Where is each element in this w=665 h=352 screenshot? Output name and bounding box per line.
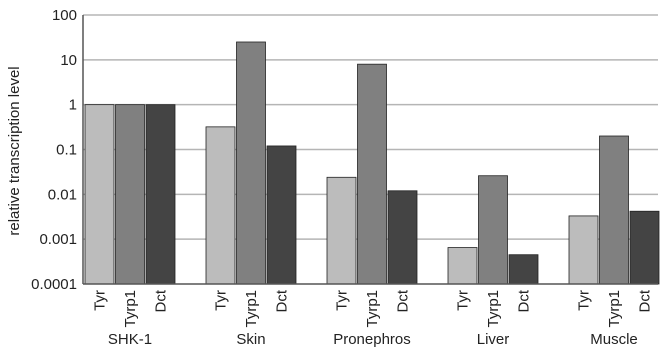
bar-label: Tyrp1: [485, 290, 502, 328]
bar-label: Tyrp1: [122, 290, 139, 328]
bar-shk-1-tyrp1: [115, 104, 145, 285]
bar-muscle-tyrp1: [599, 135, 629, 285]
bar-skin-dct: [266, 145, 297, 285]
x-labels: Tyr Tyrp1 Dct SHK-1 Tyr Tyrp1 Dct Skin Tyr Tyrp1 D…: [92, 289, 654, 348]
bar-liver-tyrp1: [478, 175, 508, 285]
bar-skin-tyr: [205, 126, 236, 285]
bars: [84, 41, 660, 285]
bar-label: Dct: [637, 289, 654, 312]
bar-liver-dct: [508, 254, 539, 285]
bar-label: Tyr: [576, 290, 593, 311]
axes: [82, 15, 658, 285]
bar-shk-1-tyr: [84, 104, 115, 285]
bar-skin-tyrp1: [236, 41, 266, 285]
bar-pronephros-tyrp1: [357, 63, 387, 285]
category-label: Pronephros: [333, 331, 411, 348]
y-tick-label: 0.1: [56, 142, 77, 159]
bar-label: Tyrp1: [364, 290, 381, 328]
category-label: Liver: [477, 331, 510, 348]
bar-pronephros-dct: [387, 190, 418, 285]
bar-shk-1-dct: [145, 104, 176, 285]
category-label: Skin: [236, 331, 265, 348]
bar-muscle-dct: [629, 210, 660, 285]
y-tick-labels: 0.0001 0.001 0.01 0.1 1 10 100: [31, 7, 77, 293]
y-tick-label: 100: [52, 7, 77, 24]
bar-label: Dct: [516, 289, 533, 312]
y-tick-label: 0.001: [39, 231, 77, 248]
y-axis-title: relative transcription level: [6, 66, 23, 235]
bar-label: Dct: [274, 289, 291, 312]
bar-pronephros-tyr: [326, 176, 357, 285]
bar-label: Tyrp1: [606, 290, 623, 328]
bar-label: Tyr: [455, 290, 472, 311]
y-tick-label: 0.0001: [31, 276, 77, 293]
bar-label: Tyr: [213, 290, 230, 311]
y-tick-label: 1: [69, 97, 77, 114]
bar-label: Tyr: [92, 290, 109, 311]
category-label: SHK-1: [108, 331, 152, 348]
bar-label: Dct: [395, 289, 412, 312]
bar-label: Tyrp1: [243, 290, 260, 328]
bar-muscle-tyr: [568, 215, 599, 285]
y-tick-label: 10: [60, 52, 77, 69]
bar-label: Dct: [153, 289, 170, 312]
category-label: Muscle: [590, 331, 638, 348]
y-tick-label: 0.01: [48, 186, 77, 203]
bar-liver-tyr: [447, 247, 478, 285]
bar-label: Tyr: [334, 290, 351, 311]
